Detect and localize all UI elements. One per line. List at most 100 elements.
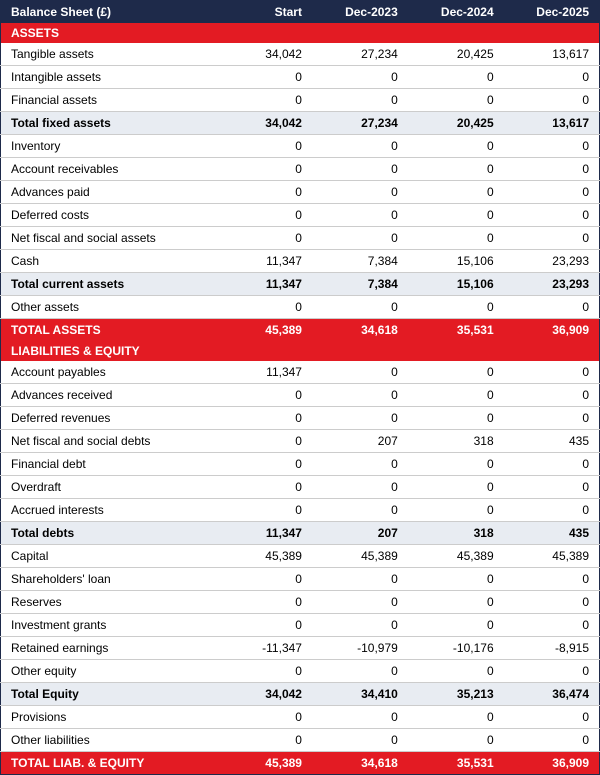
row-value: 0 xyxy=(312,135,408,158)
row-value: -10,979 xyxy=(312,637,408,660)
row-value: 0 xyxy=(504,706,600,729)
row-value: 11,347 xyxy=(216,250,312,273)
table-row: Inventory0000 xyxy=(1,135,600,158)
row-value: 34,042 xyxy=(216,112,312,135)
table-row: Other liabilities0000 xyxy=(1,729,600,752)
row-value: 35,531 xyxy=(408,752,504,775)
row-value: 0 xyxy=(312,568,408,591)
row-value: 318 xyxy=(408,430,504,453)
row-value: 11,347 xyxy=(216,273,312,296)
table-row: Cash11,3477,38415,10623,293 xyxy=(1,250,600,273)
row-value: 7,384 xyxy=(312,273,408,296)
row-value: 0 xyxy=(504,568,600,591)
row-label: Total Equity xyxy=(1,683,217,706)
row-value: -10,176 xyxy=(408,637,504,660)
row-value: 0 xyxy=(504,384,600,407)
table-row: Account receivables0000 xyxy=(1,158,600,181)
row-label: Deferred costs xyxy=(1,204,217,227)
row-label: Reserves xyxy=(1,591,217,614)
row-value: 35,531 xyxy=(408,319,504,342)
table-row: Intangible assets0000 xyxy=(1,66,600,89)
row-value: 45,389 xyxy=(216,545,312,568)
row-value: 0 xyxy=(312,476,408,499)
row-value: 0 xyxy=(216,706,312,729)
row-label: Account payables xyxy=(1,361,217,384)
row-label: Net fiscal and social debts xyxy=(1,430,217,453)
row-value: 0 xyxy=(216,227,312,250)
table-row: Provisions0000 xyxy=(1,706,600,729)
row-value: 0 xyxy=(504,660,600,683)
row-label: Investment grants xyxy=(1,614,217,637)
row-value: 15,106 xyxy=(408,250,504,273)
row-value: 0 xyxy=(408,706,504,729)
table-row: Investment grants0000 xyxy=(1,614,600,637)
row-value: 23,293 xyxy=(504,273,600,296)
table-row: Shareholders' loan0000 xyxy=(1,568,600,591)
row-value: 0 xyxy=(216,729,312,752)
row-value: -8,915 xyxy=(504,637,600,660)
table-row: Deferred costs0000 xyxy=(1,204,600,227)
row-value: 0 xyxy=(216,430,312,453)
col-header: Dec-2025 xyxy=(504,1,600,24)
row-label: Total debts xyxy=(1,522,217,545)
row-value: 45,389 xyxy=(504,545,600,568)
row-value: 0 xyxy=(216,296,312,319)
row-value: 0 xyxy=(408,204,504,227)
row-value: 0 xyxy=(408,568,504,591)
row-value: 0 xyxy=(216,407,312,430)
table-row: LIABILITIES & EQUITY xyxy=(1,341,600,361)
row-value: 0 xyxy=(504,729,600,752)
title-cell: Balance Sheet (£) xyxy=(1,1,217,24)
row-value: 0 xyxy=(216,568,312,591)
row-label: Intangible assets xyxy=(1,66,217,89)
table-row: ASSETS xyxy=(1,23,600,43)
table-row: TOTAL ASSETS45,38934,61835,53136,909 xyxy=(1,319,600,342)
row-value: 0 xyxy=(312,158,408,181)
row-value: 36,909 xyxy=(504,752,600,775)
row-label: Advances received xyxy=(1,384,217,407)
col-header: Start xyxy=(216,1,312,24)
table-row: Account payables11,347000 xyxy=(1,361,600,384)
row-value: 0 xyxy=(408,614,504,637)
row-value: 0 xyxy=(312,181,408,204)
row-value: 35,213 xyxy=(408,683,504,706)
row-label: Accrued interests xyxy=(1,499,217,522)
row-value: 36,909 xyxy=(504,319,600,342)
table-row: Retained earnings-11,347-10,979-10,176-8… xyxy=(1,637,600,660)
row-value: 0 xyxy=(408,660,504,683)
row-value: 0 xyxy=(408,66,504,89)
row-value: 36,474 xyxy=(504,683,600,706)
row-value: 0 xyxy=(504,89,600,112)
row-value: 0 xyxy=(216,499,312,522)
row-label: Deferred revenues xyxy=(1,407,217,430)
row-value: 11,347 xyxy=(216,361,312,384)
row-value: 435 xyxy=(504,430,600,453)
row-value: 0 xyxy=(216,614,312,637)
row-value: 0 xyxy=(312,660,408,683)
row-value: 0 xyxy=(504,158,600,181)
row-value: 45,389 xyxy=(408,545,504,568)
row-label: Overdraft xyxy=(1,476,217,499)
balance-sheet-table: Balance Sheet (£) Start Dec-2023 Dec-202… xyxy=(0,0,600,775)
row-value: 0 xyxy=(312,591,408,614)
row-value: 34,618 xyxy=(312,319,408,342)
row-value: 0 xyxy=(216,158,312,181)
row-value: 0 xyxy=(312,407,408,430)
row-value: 13,617 xyxy=(504,112,600,135)
table-row: TOTAL LIAB. & EQUITY45,38934,61835,53136… xyxy=(1,752,600,775)
row-label: Inventory xyxy=(1,135,217,158)
row-value: 0 xyxy=(216,135,312,158)
row-value: 27,234 xyxy=(312,112,408,135)
row-value: 0 xyxy=(408,135,504,158)
row-value: 0 xyxy=(312,66,408,89)
table-header-row: Balance Sheet (£) Start Dec-2023 Dec-202… xyxy=(1,1,600,24)
row-value: 0 xyxy=(408,453,504,476)
row-label: Financial assets xyxy=(1,89,217,112)
row-value: 0 xyxy=(504,407,600,430)
row-label: Total fixed assets xyxy=(1,112,217,135)
section-label: LIABILITIES & EQUITY xyxy=(1,341,600,361)
row-value: 0 xyxy=(216,453,312,476)
row-value: 318 xyxy=(408,522,504,545)
row-value: 45,389 xyxy=(216,319,312,342)
row-value: 435 xyxy=(504,522,600,545)
